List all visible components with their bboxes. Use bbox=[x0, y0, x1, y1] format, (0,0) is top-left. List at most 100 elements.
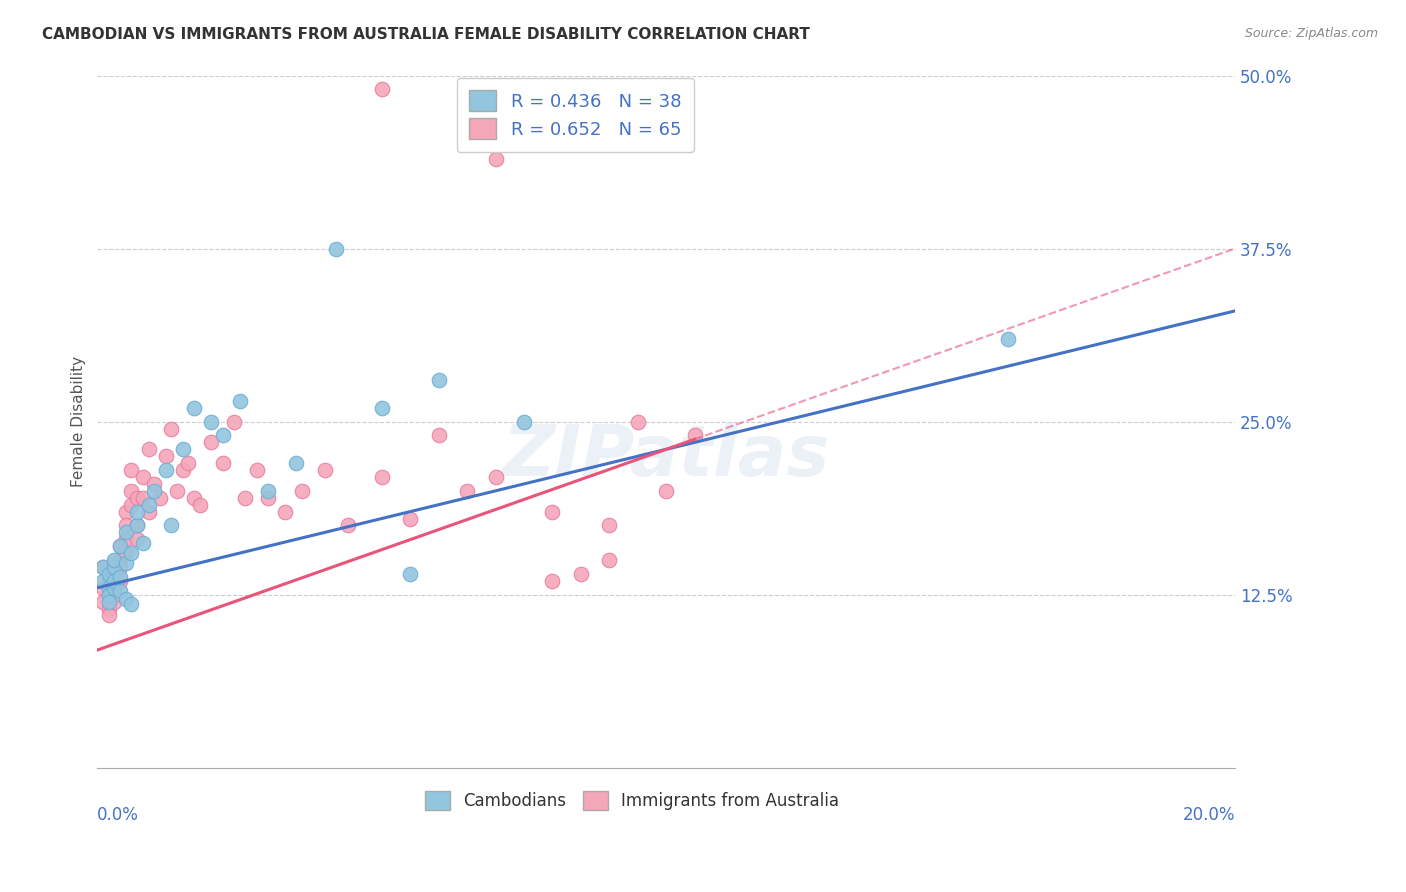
Point bbox=[108, 539, 131, 553]
Point bbox=[183, 401, 205, 415]
Point bbox=[143, 476, 166, 491]
Point bbox=[114, 518, 136, 533]
Point bbox=[172, 442, 194, 457]
Point bbox=[598, 518, 620, 533]
Point bbox=[188, 498, 211, 512]
Point bbox=[371, 401, 394, 415]
Point bbox=[121, 498, 143, 512]
Text: ZIPatlas: ZIPatlas bbox=[502, 422, 830, 491]
Point bbox=[336, 518, 359, 533]
Point bbox=[371, 82, 394, 96]
Point bbox=[222, 415, 245, 429]
Point bbox=[143, 483, 166, 498]
Point bbox=[127, 518, 149, 533]
Point bbox=[211, 456, 233, 470]
Point bbox=[177, 456, 200, 470]
Point bbox=[114, 546, 136, 560]
Point bbox=[114, 505, 136, 519]
Point bbox=[274, 505, 297, 519]
Point bbox=[325, 242, 347, 256]
Point bbox=[166, 483, 188, 498]
Point bbox=[114, 591, 136, 606]
Point bbox=[427, 428, 450, 442]
Point bbox=[183, 491, 205, 505]
Point bbox=[160, 518, 183, 533]
Point bbox=[627, 415, 650, 429]
Point bbox=[108, 569, 131, 583]
Point bbox=[97, 581, 120, 595]
Point bbox=[149, 491, 172, 505]
Point bbox=[103, 560, 125, 574]
Point bbox=[138, 505, 160, 519]
Point bbox=[127, 518, 149, 533]
Point bbox=[91, 574, 114, 588]
Point bbox=[138, 442, 160, 457]
Point bbox=[91, 560, 114, 574]
Text: 20.0%: 20.0% bbox=[1182, 805, 1234, 824]
Point bbox=[427, 373, 450, 387]
Point bbox=[103, 594, 125, 608]
Point bbox=[132, 470, 155, 484]
Point bbox=[683, 428, 706, 442]
Point bbox=[997, 332, 1019, 346]
Point bbox=[108, 560, 131, 574]
Point bbox=[97, 594, 120, 608]
Point bbox=[97, 566, 120, 581]
Point bbox=[155, 463, 177, 477]
Point bbox=[97, 574, 120, 588]
Point bbox=[97, 601, 120, 615]
Point bbox=[399, 511, 422, 525]
Point bbox=[103, 581, 125, 595]
Point bbox=[97, 581, 120, 595]
Point bbox=[399, 566, 422, 581]
Point bbox=[91, 594, 114, 608]
Point bbox=[127, 533, 149, 547]
Point bbox=[103, 581, 125, 595]
Point bbox=[228, 393, 250, 408]
Point bbox=[513, 415, 536, 429]
Point bbox=[200, 435, 222, 450]
Point bbox=[97, 588, 120, 602]
Point bbox=[155, 449, 177, 463]
Legend: Cambodians, Immigrants from Australia: Cambodians, Immigrants from Australia bbox=[413, 779, 851, 822]
Point bbox=[132, 491, 155, 505]
Point bbox=[108, 539, 131, 553]
Point bbox=[97, 588, 120, 602]
Point bbox=[246, 463, 269, 477]
Point bbox=[114, 556, 136, 570]
Y-axis label: Female Disability: Female Disability bbox=[72, 356, 86, 487]
Point bbox=[257, 483, 280, 498]
Point bbox=[138, 498, 160, 512]
Point bbox=[121, 463, 143, 477]
Point bbox=[132, 536, 155, 550]
Point bbox=[655, 483, 678, 498]
Point bbox=[484, 152, 506, 166]
Point bbox=[103, 553, 125, 567]
Point bbox=[484, 470, 506, 484]
Point bbox=[127, 491, 149, 505]
Text: CAMBODIAN VS IMMIGRANTS FROM AUSTRALIA FEMALE DISABILITY CORRELATION CHART: CAMBODIAN VS IMMIGRANTS FROM AUSTRALIA F… bbox=[42, 27, 810, 42]
Point bbox=[114, 525, 136, 540]
Point bbox=[108, 553, 131, 567]
Point bbox=[91, 581, 114, 595]
Point bbox=[371, 470, 394, 484]
Point bbox=[285, 456, 308, 470]
Point bbox=[114, 533, 136, 547]
Point bbox=[103, 574, 125, 588]
Point bbox=[160, 421, 183, 435]
Point bbox=[456, 483, 478, 498]
Point bbox=[91, 560, 114, 574]
Point bbox=[541, 505, 564, 519]
Point bbox=[103, 556, 125, 570]
Point bbox=[121, 598, 143, 612]
Point bbox=[314, 463, 336, 477]
Point bbox=[103, 566, 125, 581]
Point bbox=[541, 574, 564, 588]
Point bbox=[598, 553, 620, 567]
Text: Source: ZipAtlas.com: Source: ZipAtlas.com bbox=[1244, 27, 1378, 40]
Point bbox=[172, 463, 194, 477]
Point bbox=[211, 428, 233, 442]
Point bbox=[569, 566, 592, 581]
Point bbox=[200, 415, 222, 429]
Point bbox=[291, 483, 314, 498]
